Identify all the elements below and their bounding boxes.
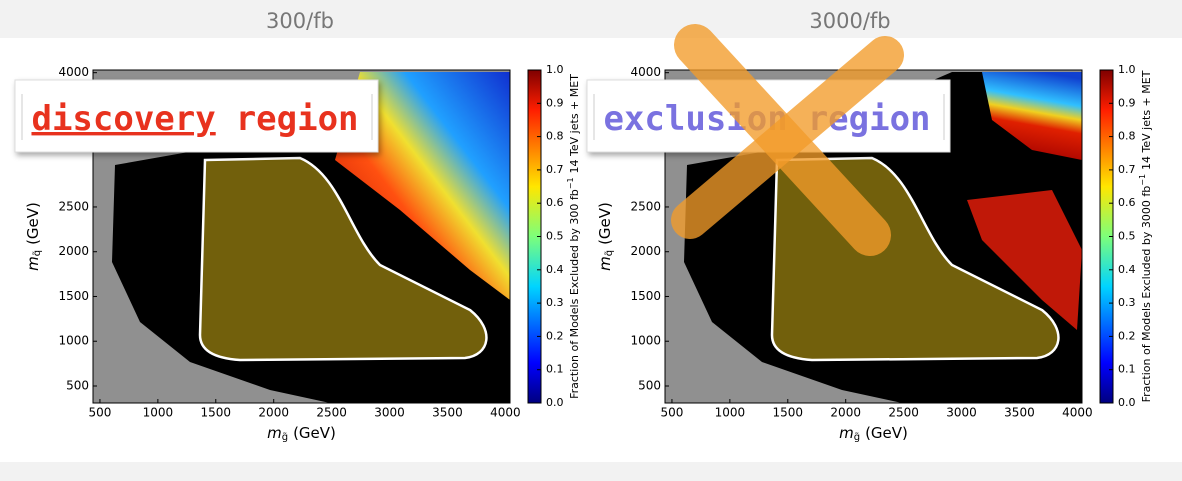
colorbar-tick-label: 0.4 xyxy=(546,263,564,276)
cbar-label-sup: −1 xyxy=(566,177,575,189)
colorbar-tick-label: 0.6 xyxy=(1118,196,1136,209)
x-tick-label: 1000 xyxy=(715,406,746,420)
y-axis-label: mq̃ (GeV) xyxy=(24,202,44,271)
colorbar-tick-label: 0.3 xyxy=(1118,296,1136,309)
y-tick-label: 1500 xyxy=(58,289,89,303)
x-tick-label: 3500 xyxy=(1004,406,1035,420)
hex-region-color xyxy=(335,72,510,300)
colorbar-tick-label: 0.0 xyxy=(1118,396,1136,409)
colorbar-tick-label: 0.1 xyxy=(546,363,564,376)
y-axis-label: mq̃ (GeV) xyxy=(596,202,616,271)
y-tick-label: 500 xyxy=(638,378,661,392)
colorbar-label: Fraction of Models Excluded by 300 fb−1 1… xyxy=(566,74,582,399)
y-tick-label: 2500 xyxy=(58,199,89,213)
annotation-highlight: discovery xyxy=(31,99,215,139)
x-label-symbol: m xyxy=(839,424,854,442)
y-tick-label: 2500 xyxy=(630,199,661,213)
colorbar-tick-label: 0.4 xyxy=(1118,263,1136,276)
colorbar-tick-label: 0.3 xyxy=(546,296,564,309)
y-label-sub: q̃ xyxy=(31,250,43,256)
x-label-symbol: m xyxy=(267,424,282,442)
x-tick-label: 3000 xyxy=(374,406,405,420)
colorbar-tick-label: 0.7 xyxy=(546,163,564,176)
y-tick-label: 1000 xyxy=(58,334,89,348)
y-tick-label: 1500 xyxy=(630,289,661,303)
colorbar-tick-label: 0.9 xyxy=(546,96,564,109)
x-label-unit: (GeV) xyxy=(865,424,908,442)
x-tick-label: 2500 xyxy=(316,406,347,420)
colorbar-tick-label: 0.6 xyxy=(546,196,564,209)
y-label-symbol: m xyxy=(596,256,614,271)
plot-frame xyxy=(92,69,511,404)
colorbar-tick-label: 1.0 xyxy=(1118,63,1136,76)
annotation-text: region xyxy=(236,99,359,139)
colorbar-tick-label: 1.0 xyxy=(546,63,564,76)
x-tick-label: 1000 xyxy=(143,406,174,420)
x-label-sub: g̃ xyxy=(282,431,288,443)
colorbar-tick-label: 0.2 xyxy=(546,329,564,342)
x-axis-label: mg̃ (GeV) xyxy=(267,424,336,444)
panel-title: 3000/fb xyxy=(809,9,890,33)
y-label-symbol: m xyxy=(24,256,42,271)
x-axis-label: mg̃ (GeV) xyxy=(839,424,908,444)
colorbar-tick-label: 0.7 xyxy=(1118,163,1136,176)
hex-region-color xyxy=(982,72,1082,160)
x-tick-label: 2500 xyxy=(888,406,919,420)
colorbar-tick-label: 0.8 xyxy=(546,130,564,143)
signal-region xyxy=(198,156,488,362)
y-tick-label: 4000 xyxy=(58,65,89,79)
colorbar-tick-label: 0.5 xyxy=(1118,230,1136,243)
colorbar-tick-label: 0.2 xyxy=(1118,329,1136,342)
x-tick-label: 500 xyxy=(660,406,683,420)
x-tick-label: 4000 xyxy=(1062,406,1093,420)
y-tick-label: 500 xyxy=(66,378,89,392)
colorbar-tick-label: 0.0 xyxy=(546,396,564,409)
cbar-label-text: Fraction of Models Excluded by 3000 fb xyxy=(1140,186,1153,403)
colorbar-label: Fraction of Models Excluded by 3000 fb−1… xyxy=(1138,70,1154,402)
x-tick-label: 500 xyxy=(88,406,111,420)
x-tick-label: 1500 xyxy=(201,406,232,420)
x-tick-label: 3000 xyxy=(946,406,977,420)
y-tick-label: 1000 xyxy=(630,334,661,348)
y-tick-label: 2000 xyxy=(630,244,661,258)
cbar-label-text: Fraction of Models Excluded by 300 fb xyxy=(568,189,581,399)
cbar-label-sup: −1 xyxy=(1138,174,1147,186)
x-tick-label: 1500 xyxy=(773,406,804,420)
annotation: discovery region xyxy=(31,99,358,139)
y-label-unit: (GeV) xyxy=(24,202,42,245)
y-label-unit: (GeV) xyxy=(596,202,614,245)
x-tick-label: 3500 xyxy=(432,406,463,420)
x-label-sub: g̃ xyxy=(854,431,860,443)
colorbar-tick-label: 0.9 xyxy=(1118,96,1136,109)
y-label-sub: q̃ xyxy=(603,250,615,256)
colorbar-tick-label: 0.5 xyxy=(546,230,564,243)
x-tick-label: 2000 xyxy=(258,406,289,420)
y-tick-label: 2000 xyxy=(58,244,89,258)
y-tick-label: 4000 xyxy=(630,65,661,79)
colorbar-tick-label: 0.8 xyxy=(1118,130,1136,143)
cross-stroke xyxy=(671,36,904,239)
x-label-unit: (GeV) xyxy=(293,424,336,442)
annotation-box xyxy=(14,79,379,153)
cbar-label-rest: 14 TeV jets + MET xyxy=(1140,70,1153,170)
x-tick-label: 4000 xyxy=(490,406,521,420)
cbar-label-rest: 14 TeV jets + MET xyxy=(568,74,581,174)
panel-title: 300/fb xyxy=(266,9,334,33)
hex-region-red xyxy=(967,190,1082,330)
colorbar-tick-label: 0.1 xyxy=(1118,363,1136,376)
x-tick-label: 2000 xyxy=(830,406,861,420)
